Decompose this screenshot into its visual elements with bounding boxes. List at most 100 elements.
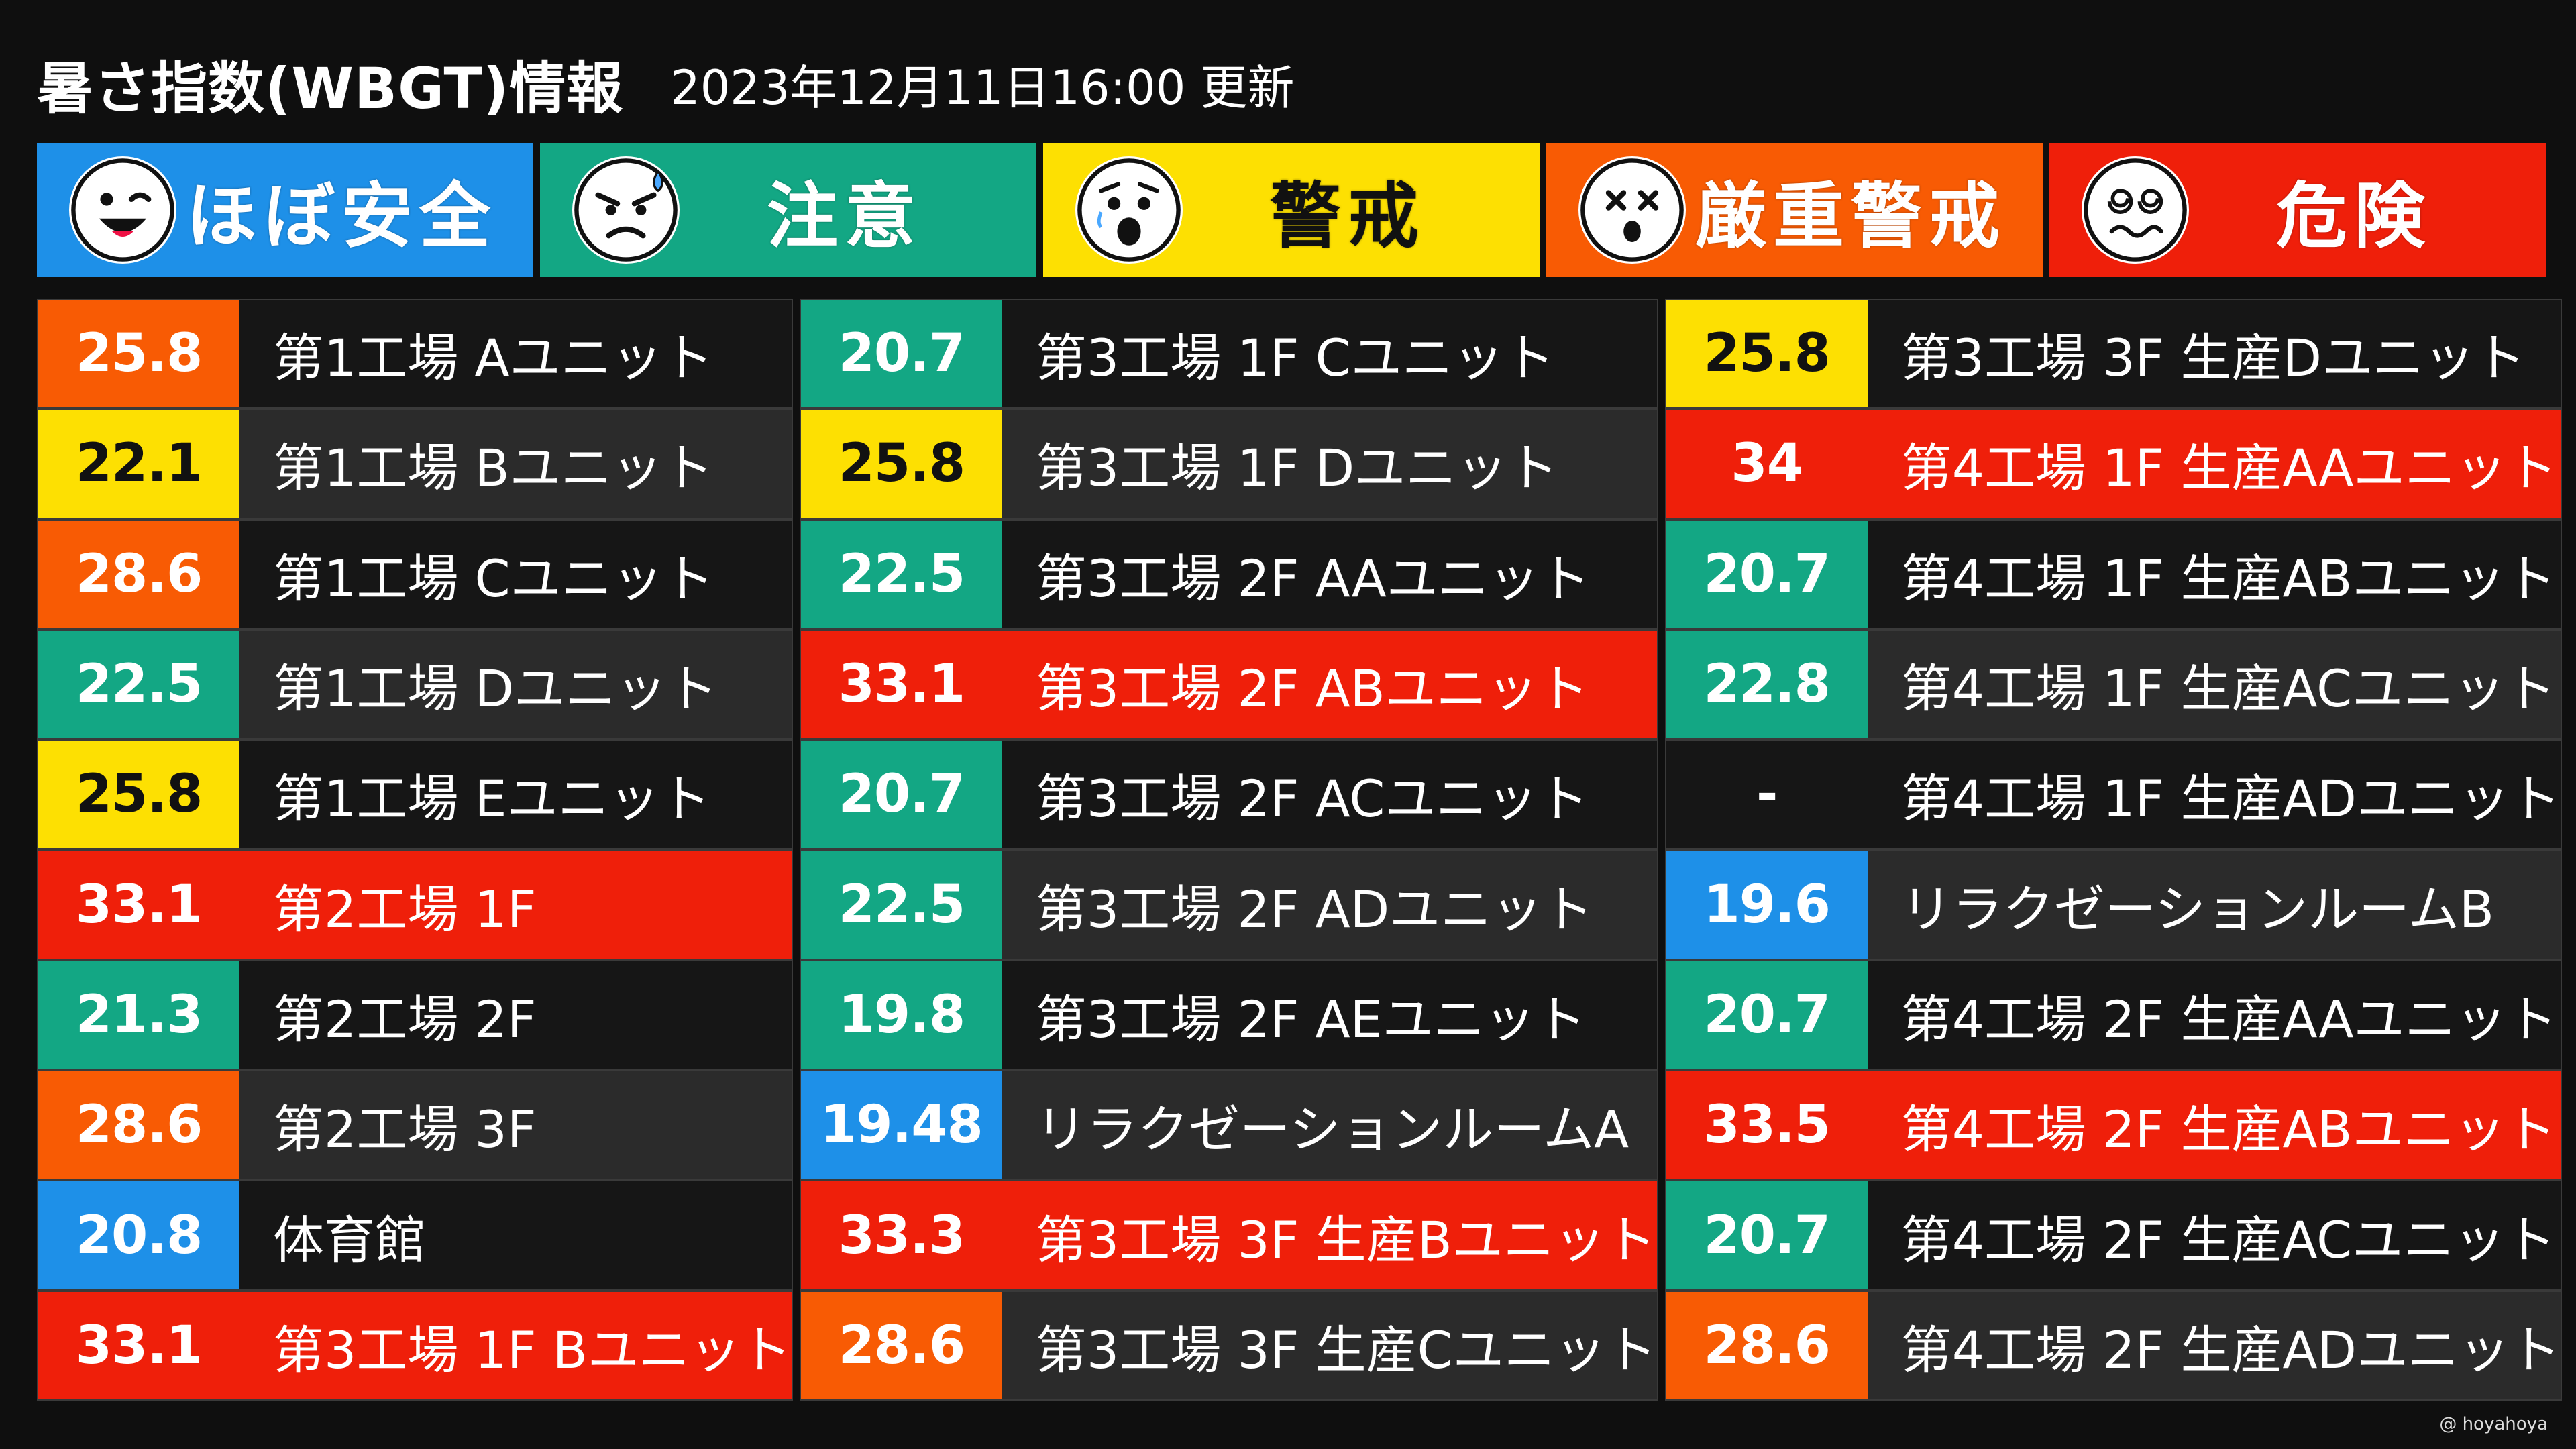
legend-item-warning: 警戒 — [1043, 143, 1540, 277]
location-name: 第4工場 2F 生産AAユニット — [1900, 989, 2558, 1049]
wbgt-value: 20.7 — [1666, 961, 1868, 1069]
wbgt-value: 20.7 — [1666, 1181, 1868, 1289]
anxious-face-icon — [1075, 156, 1183, 264]
table-row: 34 第4工場 1F 生産AAユニット — [1666, 410, 2561, 518]
location-name: 第3工場 3F 生産Cユニット — [1035, 1320, 1657, 1380]
table-row: 33.3 第3工場 3F 生産Bユニット — [800, 1181, 1657, 1289]
location-name: 第3工場 3F 生産Bユニット — [1035, 1210, 1656, 1270]
wbgt-value: 21.3 — [38, 961, 239, 1069]
legend-label-caution: 注意 — [767, 175, 922, 258]
wbgt-value: 19.6 — [1666, 851, 1868, 959]
location-name: 第4工場 1F 生産ADユニット — [1900, 769, 2561, 829]
winking-face-icon — [69, 156, 176, 264]
legend-item-severe: 厳重警戒 — [1546, 143, 2043, 277]
table-column-1: 25.8 第1工場 Aユニット 22.1 第1工場 Bユニット 28.6 第1工場 Cユニ… — [37, 299, 793, 1401]
legend-item-caution: 注意 — [540, 143, 1036, 277]
location-name: 第4工場 2F 生産ADユニット — [1900, 1320, 2561, 1380]
table-row: 20.8 体育館 — [38, 1181, 792, 1289]
table-row: 21.3 第2工場 2F — [38, 961, 792, 1069]
legend-label-safe: ほぼ安全 — [186, 175, 497, 258]
table-row: 20.7 第3工場 2F ACユニット — [800, 741, 1657, 849]
location-name: リラクゼーションルームB — [1900, 879, 2495, 939]
legend-item-danger: 危険 — [2049, 143, 2546, 277]
update-timestamp: 2023年12月11日16:00 更新 — [670, 60, 1295, 115]
table-column-2: 20.7 第3工場 1F Cユニット 25.8 第3工場 1F Dユニット 22.5 第3… — [799, 299, 1658, 1401]
location-name: 第3工場 1F Cユニット — [1035, 328, 1555, 388]
wbgt-value: 28.6 — [800, 1291, 1002, 1399]
location-name: リラクゼーションルームA — [1035, 1099, 1629, 1160]
sweating-face-icon — [572, 156, 680, 264]
table-row: 20.7 第3工場 1F Cユニット — [800, 300, 1657, 408]
wbgt-value: 20.7 — [800, 300, 1002, 408]
wbgt-value: 28.6 — [38, 520, 239, 628]
location-name: 第4工場 1F 生産ACユニット — [1900, 659, 2557, 719]
location-name: 第4工場 1F 生産AAユニット — [1900, 438, 2558, 498]
wbgt-value: 25.8 — [38, 300, 239, 408]
location-name: 第3工場 2F ACユニット — [1035, 769, 1589, 829]
table-row: 20.7 第4工場 1F 生産ABユニット — [1666, 520, 2561, 628]
table-row: 25.8 第1工場 Aユニット — [38, 300, 792, 408]
table-row: 25.8 第3工場 1F Dユニット — [800, 410, 1657, 518]
table-row: 25.8 第1工場 Eユニット — [38, 741, 792, 849]
wbgt-value: 33.1 — [800, 630, 1002, 739]
wbgt-value: 22.8 — [1666, 630, 1868, 739]
table-row: - 第4工場 1F 生産ADユニット — [1666, 741, 2561, 849]
location-name: 第1工場 Cユニット — [273, 548, 714, 608]
wbgt-value: 22.5 — [800, 520, 1002, 628]
wbgt-value: 33.1 — [38, 851, 239, 959]
location-name: 第3工場 3F 生産Dユニット — [1900, 328, 2526, 388]
location-name: 第3工場 2F ABユニット — [1035, 659, 1589, 719]
credit-text: @ hoyahoya — [2439, 1414, 2548, 1434]
legend-label-severe: 厳重警戒 — [1695, 175, 2006, 258]
location-name: 第4工場 2F 生産ABユニット — [1900, 1099, 2557, 1160]
location-name: 第4工場 1F 生産ABユニット — [1900, 548, 2557, 608]
wbgt-value: 22.5 — [38, 630, 239, 739]
location-name: 第2工場 3F — [273, 1099, 537, 1160]
location-name: 第1工場 Aユニット — [273, 328, 714, 388]
table-row: 33.1 第3工場 1F Bユニット — [38, 1291, 792, 1399]
table-row: 22.1 第1工場 Bユニット — [38, 410, 792, 518]
location-name: 第3工場 1F Bユニット — [273, 1320, 792, 1380]
wbgt-value: 34 — [1666, 410, 1868, 518]
wbgt-value: 28.6 — [38, 1071, 239, 1179]
table-row: 22.5 第3工場 2F ADユニット — [800, 851, 1657, 959]
table-row: 22.5 第3工場 2F AAユニット — [800, 520, 1657, 628]
table-column-3: 25.8 第3工場 3F 生産Dユニット 34 第4工場 1F 生産AAユニット 20.… — [1664, 299, 2562, 1401]
legend-label-danger: 危険 — [2276, 175, 2432, 258]
sensor-table: 25.8 第1工場 Aユニット 22.1 第1工場 Bユニット 28.6 第1工場 Cユニ… — [37, 299, 2562, 1401]
wbgt-value: 33.1 — [38, 1291, 239, 1399]
table-row: 33.5 第4工場 2F 生産ABユニット — [1666, 1071, 2561, 1179]
wbgt-value: 25.8 — [800, 410, 1002, 518]
location-name: 第1工場 Bユニット — [273, 438, 714, 498]
table-row: 28.6 第3工場 3F 生産Cユニット — [800, 1291, 1657, 1399]
woozy-face-icon — [2082, 156, 2189, 264]
table-row: 20.7 第4工場 2F 生産ACユニット — [1666, 1181, 2561, 1289]
wbgt-value: 33.5 — [1666, 1071, 1868, 1179]
table-row: 19.48 リラクゼーションルームA — [800, 1071, 1657, 1179]
level-legend: ほぼ安全 注意 — [37, 143, 2546, 277]
page-title: 暑さ指数(WBGT)情報 — [37, 55, 624, 121]
wbgt-value: 22.5 — [800, 851, 1002, 959]
location-name: 第1工場 Eユニット — [273, 769, 711, 829]
table-row: 19.6 リラクゼーションルームB — [1666, 851, 2561, 959]
wbgt-value: 20.7 — [800, 741, 1002, 849]
dizzy-face-icon — [1578, 156, 1686, 264]
location-name: 第4工場 2F 生産ACユニット — [1900, 1210, 2557, 1270]
table-row: 28.6 第2工場 3F — [38, 1071, 792, 1179]
location-name: 第3工場 1F Dユニット — [1035, 438, 1559, 498]
wbgt-value: 20.8 — [38, 1181, 239, 1289]
location-name: 第3工場 2F AAユニット — [1035, 548, 1591, 608]
wbgt-value: 25.8 — [38, 741, 239, 849]
wbgt-value: 28.6 — [1666, 1291, 1868, 1399]
wbgt-value: 19.8 — [800, 961, 1002, 1069]
location-name: 第3工場 2F ADユニット — [1035, 879, 1594, 939]
legend-item-safe: ほぼ安全 — [37, 143, 533, 277]
wbgt-value: 20.7 — [1666, 520, 1868, 628]
table-row: 33.1 第3工場 2F ABユニット — [800, 630, 1657, 739]
location-name: 第2工場 1F — [273, 879, 537, 939]
wbgt-value: 25.8 — [1666, 300, 1868, 408]
table-row: 22.8 第4工場 1F 生産ACユニット — [1666, 630, 2561, 739]
location-name: 第1工場 Dユニット — [273, 659, 718, 719]
wbgt-value: 19.48 — [800, 1071, 1002, 1179]
table-row: 22.5 第1工場 Dユニット — [38, 630, 792, 739]
